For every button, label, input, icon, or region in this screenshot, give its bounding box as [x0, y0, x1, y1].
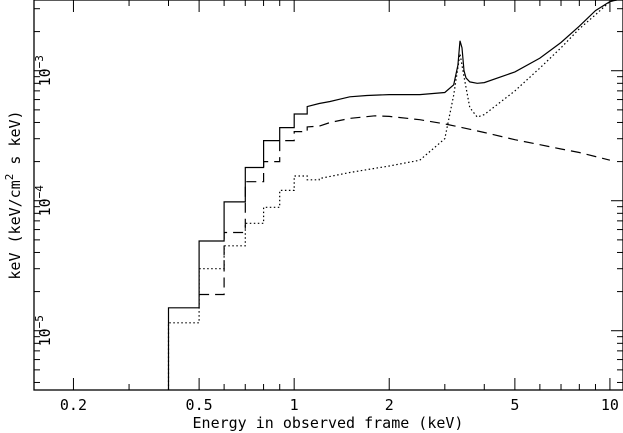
y-axis-label-superscript: 2: [3, 174, 16, 181]
series-dashed-line: [199, 115, 611, 296]
y-axis-label: keV (keV/cm2 s keV): [3, 110, 24, 279]
x-tick-label: 2: [385, 396, 394, 414]
x-tick-label: 1: [290, 396, 299, 414]
y-tick-label-exponent: −5: [33, 315, 46, 328]
y-tick-label: 10−4: [33, 185, 54, 217]
y-tick-label-exponent: −4: [33, 185, 46, 199]
plot-frame: [33, 0, 623, 391]
x-tick-label: 5: [510, 396, 519, 414]
y-tick-label: 10−3: [33, 55, 54, 86]
y-axis-label-main: keV (keV/cm: [6, 180, 24, 279]
series-layer: [167, 0, 617, 390]
y-tick-label-exponent: −3: [33, 55, 46, 68]
axis-ticks: [34, 0, 623, 390]
y-tick-label-base: 10: [36, 198, 54, 216]
series-solid-line: [167, 0, 617, 390]
y-tick-label-base: 10: [36, 328, 54, 346]
x-tick-label: 10: [601, 396, 619, 414]
y-tick-label-base: 10: [36, 68, 54, 86]
series-dotted-line: [167, 0, 617, 390]
y-axis-label-tail: s keV): [6, 110, 24, 173]
x-tick-label: 0.5: [186, 396, 213, 414]
x-axis-label: Energy in observed frame (keV): [193, 414, 464, 432]
y-tick-label: 10−5: [33, 315, 54, 346]
x-tick-label: 0.2: [60, 396, 87, 414]
